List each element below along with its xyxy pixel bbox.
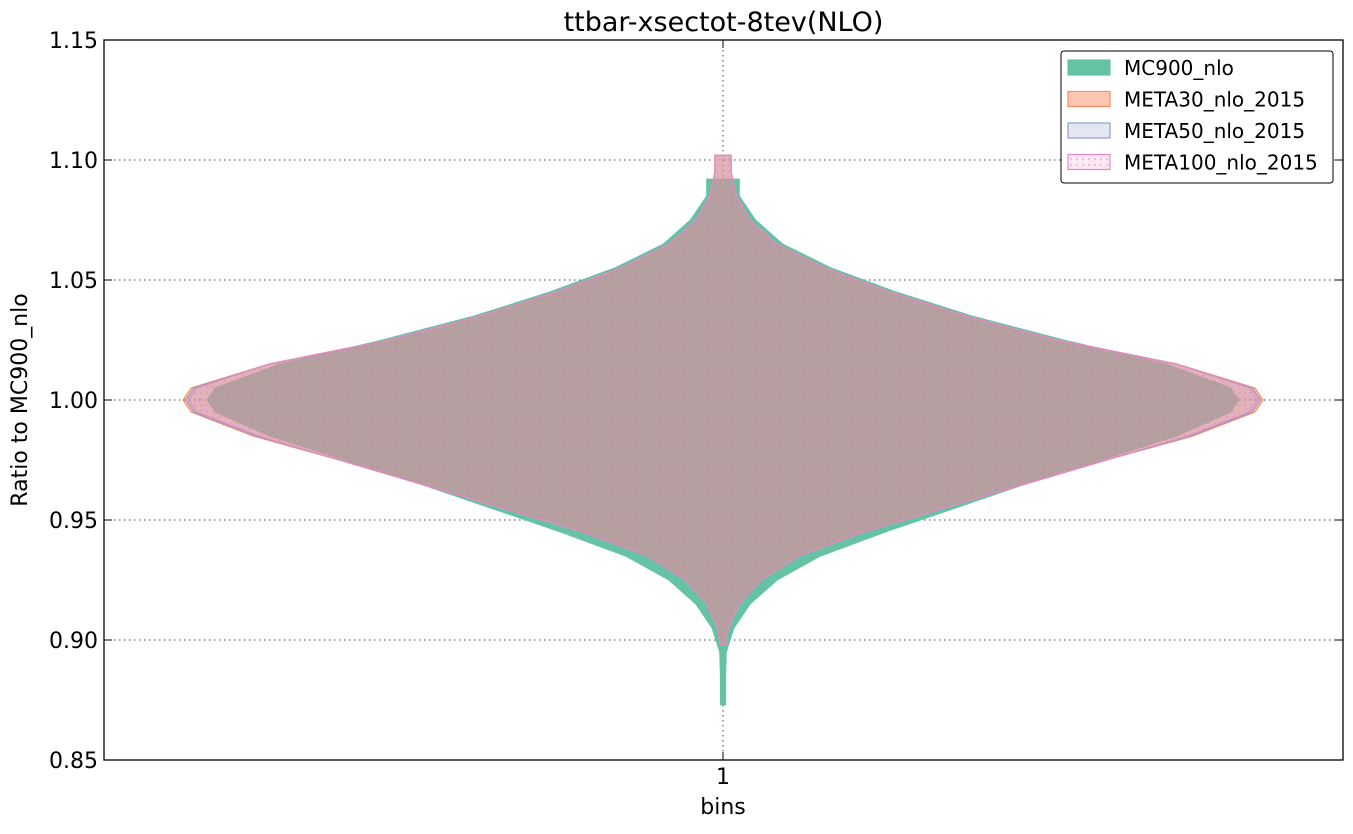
legend-box	[1060, 50, 1334, 184]
violin-hatch-META100_nlo_2015	[188, 155, 1258, 645]
y-tick-label: 1.00	[49, 389, 98, 414]
legend-entry: META50_nlo_2015	[1067, 119, 1305, 143]
y-tick-label: 1.05	[49, 269, 98, 294]
legend: MC900_nlo META30_nlo_2015 META50_nlo_2015 M…	[1060, 50, 1334, 184]
y-axis-label: Ratio to MC900_nlo	[8, 293, 33, 506]
legend-swatch	[1067, 122, 1111, 139]
legend-label: MC900_nlo	[1124, 56, 1234, 80]
y-tick-label: 0.95	[49, 509, 98, 534]
chart-title: ttbar-xsectot-8tev(NLO)	[564, 7, 884, 38]
legend-entry: MC900_nlo	[1067, 56, 1234, 80]
legend-label: META30_nlo_2015	[1124, 88, 1305, 112]
legend-label: META100_nlo_2015	[1124, 151, 1318, 175]
y-tick-label: 1.10	[49, 149, 98, 174]
x-axis-label: bins	[700, 795, 745, 820]
legend-swatch	[1067, 59, 1111, 76]
y-tick-label: 1.15	[49, 29, 98, 54]
legend-label: META50_nlo_2015	[1124, 119, 1305, 143]
violins	[182, 154, 1264, 706]
x-tick-label: 1	[716, 765, 730, 790]
legend-entry: META100_nlo_2015	[1067, 151, 1318, 175]
legend-swatch	[1067, 90, 1111, 108]
legend-swatch-hatch	[1068, 154, 1110, 170]
legend-entry: META30_nlo_2015	[1067, 88, 1305, 112]
axis-ticks: 0.85 0.90 0.95 1.00 1.05 1.10 1.15 1	[49, 29, 1343, 790]
y-tick-label: 0.85	[49, 749, 98, 774]
y-tick-label: 0.90	[49, 629, 98, 654]
